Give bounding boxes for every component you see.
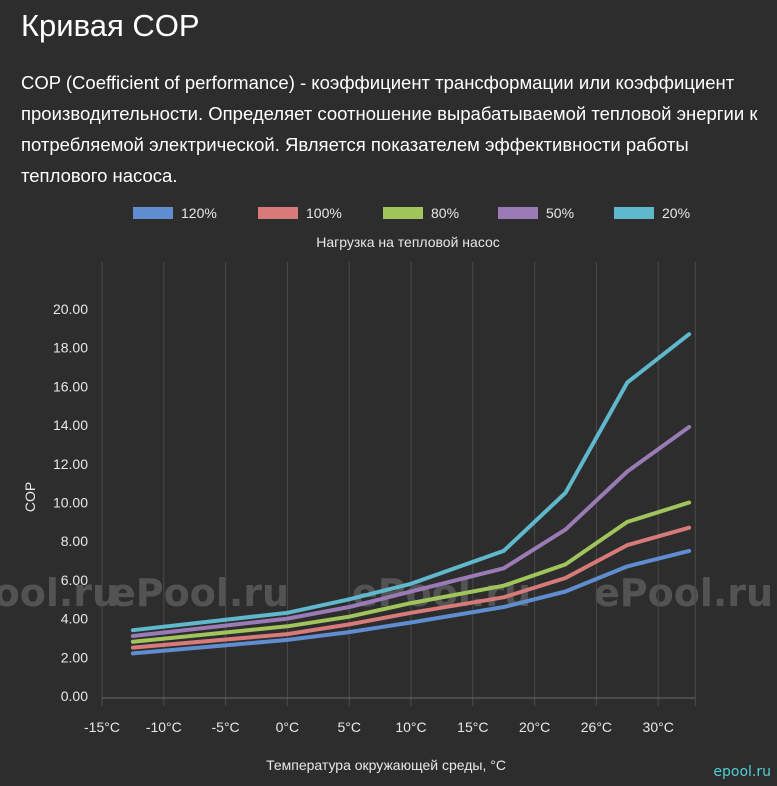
y-tick-label: 2.00 (61, 649, 88, 665)
chart-legend: 120% 100% 80% 50% 20% (133, 205, 690, 221)
legend-swatch (258, 207, 298, 219)
y-tick-label: 8.00 (61, 533, 88, 549)
legend-swatch (498, 207, 538, 219)
series-line-120pct (130, 548, 692, 656)
x-tick-label: 15°C (457, 719, 488, 735)
x-axis-label: Температура окружающей среды, °C (266, 757, 506, 773)
legend-swatch (133, 207, 173, 219)
chart-grid (101, 262, 696, 706)
cop-chart: ePool.ru ePool.ru ePool.ru ePool.ru 120%… (0, 205, 773, 773)
y-tick-label: 20.00 (53, 301, 88, 317)
x-tick-label: 30°C (643, 719, 674, 735)
x-tick-label: 26°C (581, 719, 612, 735)
legend-label: 50% (546, 205, 574, 221)
x-tick-label: 5°C (337, 719, 361, 735)
x-axis: -15°C -10°C -5°C 0°C 5°C 10°C 15°C 20°C 26°C 30°C (84, 719, 674, 735)
series-line-80pct (130, 500, 692, 644)
y-tick-label: 14.00 (53, 417, 88, 433)
legend-label: 120% (181, 205, 217, 221)
y-axis-label: COP (22, 482, 38, 512)
watermark-right: ePool.ru (594, 571, 773, 615)
y-tick-label: 10.00 (53, 495, 88, 511)
series-line-50pct (130, 425, 692, 638)
legend-label: 20% (662, 205, 690, 221)
watermark-center-left: ePool.ru (110, 571, 289, 615)
x-tick-label: 10°C (395, 719, 426, 735)
y-tick-label: 12.00 (53, 456, 88, 472)
series-line-100pct (130, 525, 692, 650)
legend-label: 80% (431, 205, 459, 221)
chart-series (130, 332, 692, 656)
legend-swatch (614, 207, 654, 219)
watermark-group: ePool.ru ePool.ru ePool.ru ePool.ru (0, 571, 773, 615)
y-tick-label: 4.00 (61, 611, 88, 627)
watermark-left: ePool.ru (0, 571, 119, 615)
x-tick-label: 20°C (519, 719, 550, 735)
corner-logo: epool.ru (713, 764, 771, 780)
x-tick-label: -15°C (84, 719, 120, 735)
y-tick-label: 0.00 (61, 688, 88, 704)
chart-title: Нагрузка на тепловой насос (316, 234, 500, 250)
page-description: COP (Coefficient of performance) - коэфф… (21, 72, 758, 186)
x-tick-label: -5°C (212, 719, 240, 735)
x-tick-label: 0°C (276, 719, 300, 735)
y-axis: 0.00 2.00 4.00 6.00 8.00 10.00 12.00 14.00 16.00… (53, 301, 88, 704)
legend-label: 100% (306, 205, 342, 221)
y-tick-label: 16.00 (53, 378, 88, 394)
y-tick-label: 18.00 (53, 340, 88, 356)
x-tick-label: -10°C (146, 719, 182, 735)
series-line-20pct (130, 332, 692, 633)
legend-swatch (383, 207, 423, 219)
y-tick-label: 6.00 (61, 572, 88, 588)
page-title: Кривая COP (21, 8, 200, 43)
